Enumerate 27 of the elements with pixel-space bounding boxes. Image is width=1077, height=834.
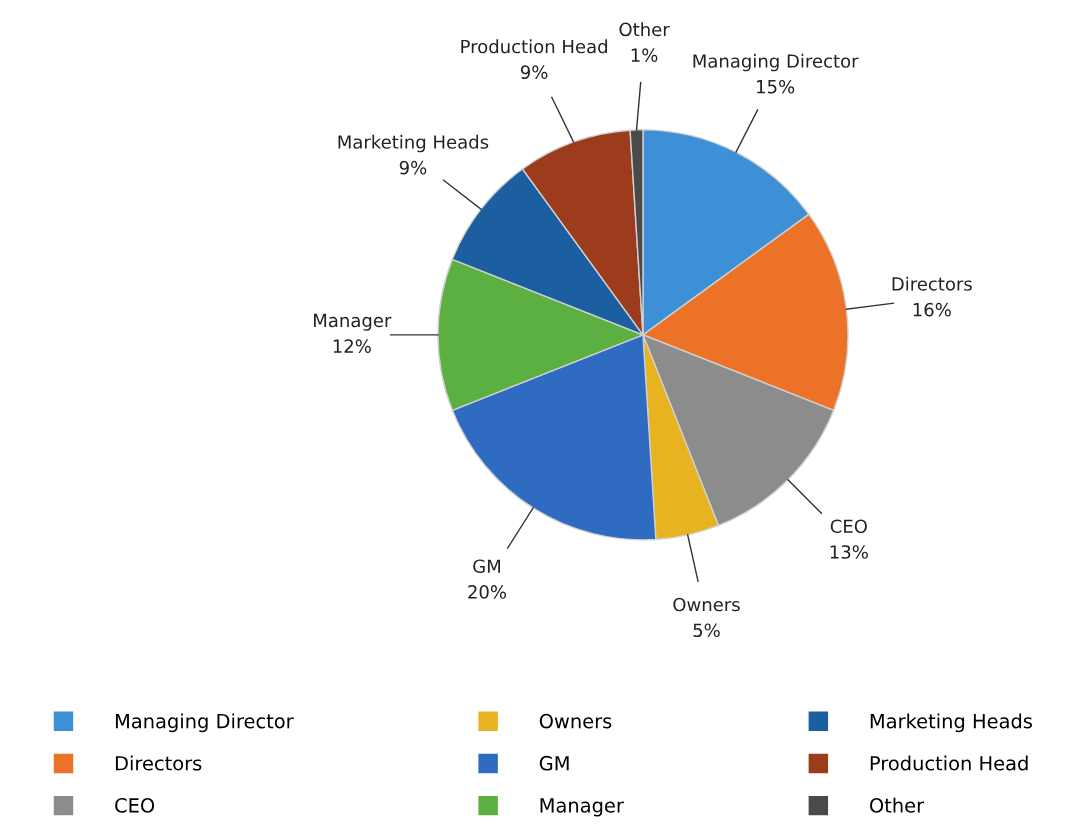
slice-label: GM [473,559,500,574]
data-label: 12% [333,339,371,353]
data-label: 1% [631,48,658,62]
slice-label: Directors [892,276,972,291]
slice-label: Marketing Heads [338,134,489,153]
data-label: 9% [399,160,427,175]
legend-label: Managing Director [115,713,294,733]
legend-label: Owners [539,713,612,729]
data-label: 20% [468,585,507,599]
data-label: 15% [757,79,795,94]
slice-label: Owners [673,597,740,612]
data-label: 9% [520,65,548,80]
legend-label: Marketing Heads [870,713,1032,733]
data-label: 5% [693,623,720,638]
legend-label: Directors [115,755,202,771]
legend-label: GM [539,755,569,771]
legend-label: Manager [540,798,624,817]
slice-label: Production Head [461,39,607,54]
data-label: 13% [830,545,868,559]
legend-label: CEO [115,798,155,813]
data-label: 16% [913,302,951,317]
legend-label: Other [869,797,925,813]
slice-label: Manager [314,313,392,331]
slice-label: Managing Director [693,53,859,72]
legend-label: Production Head [870,755,1028,771]
slice-label: Other [619,22,670,37]
slice-label: CEO [830,519,867,534]
